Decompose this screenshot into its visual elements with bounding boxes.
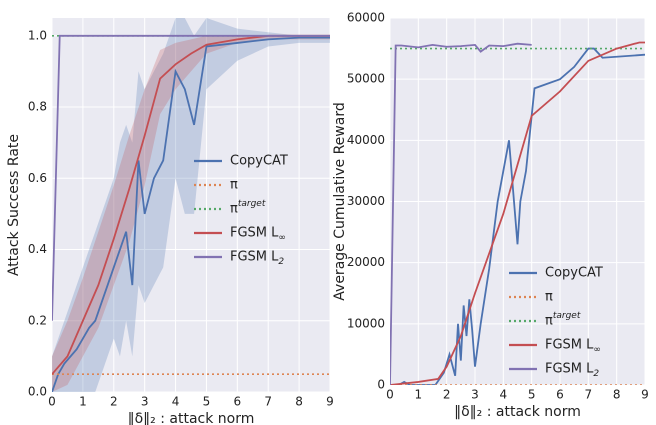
y-tick-label: 10000 bbox=[347, 316, 385, 330]
y-tick-label: 0.8 bbox=[28, 100, 47, 114]
legend-label: FGSM L2 bbox=[545, 362, 599, 379]
x-tick-label: 4 bbox=[500, 388, 508, 402]
y-tick-label: 0.0 bbox=[28, 385, 47, 399]
series-line bbox=[390, 41, 645, 385]
x-tick-label: 0 bbox=[48, 395, 56, 409]
series-line bbox=[390, 42, 532, 385]
x-tick-label: 0 bbox=[386, 388, 394, 402]
y-tick-label: 0 bbox=[377, 378, 385, 392]
x-tick-label: 6 bbox=[556, 388, 564, 402]
x-tick-label: 7 bbox=[264, 395, 272, 409]
x-axis-label: ‖δ‖₂ : attack norm bbox=[128, 411, 255, 425]
y-axis-label: Average Cumulative Reward bbox=[332, 102, 348, 300]
legend-label: FGSM L2 bbox=[230, 250, 284, 267]
y-axis-label: Attack Success Rate bbox=[6, 134, 22, 276]
legend-label: FGSM L∞ bbox=[545, 338, 601, 355]
x-tick-label: 8 bbox=[613, 388, 621, 402]
legend-label: CopyCAT bbox=[230, 154, 288, 169]
series-line bbox=[52, 34, 330, 375]
series-line bbox=[52, 36, 330, 392]
x-tick-label: 5 bbox=[528, 388, 536, 402]
y-tick-label: 50000 bbox=[347, 72, 385, 86]
x-tick-label: 8 bbox=[295, 395, 303, 409]
y-tick-label: 0.2 bbox=[28, 313, 47, 327]
legend-label: CopyCAT bbox=[545, 266, 603, 281]
y-tick-label: 60000 bbox=[347, 11, 385, 25]
subplot: 0 1 2 3 4 5 6 7 8 9 0.0 0.2 0.4 0.6 0.8 1.0 ‖δ‖₂ : attac… bbox=[6, 18, 334, 425]
x-tick-label: 3 bbox=[471, 388, 479, 402]
legend-label: π bbox=[230, 178, 238, 193]
plot-marks bbox=[52, 18, 330, 392]
x-tick-label: 2 bbox=[110, 395, 118, 409]
x-tick-label: 1 bbox=[415, 388, 423, 402]
x-tick-label: 2 bbox=[443, 388, 451, 402]
confidence-band bbox=[52, 18, 330, 392]
y-tick-label: 40000 bbox=[347, 133, 385, 147]
x-tick-label: 4 bbox=[172, 395, 180, 409]
y-tick-label: 1.0 bbox=[28, 28, 47, 42]
confidence-band bbox=[52, 35, 330, 392]
series-line bbox=[52, 34, 330, 321]
x-tick-label: 3 bbox=[141, 395, 149, 409]
x-tick-label: 6 bbox=[234, 395, 242, 409]
x-tick-label: 9 bbox=[641, 388, 649, 402]
y-tick-label: 30000 bbox=[347, 194, 385, 208]
x-tick-label: 9 bbox=[326, 395, 334, 409]
plot-marks bbox=[390, 41, 645, 385]
y-tick-label: 0.4 bbox=[28, 242, 47, 256]
x-tick-label: 7 bbox=[585, 388, 593, 402]
legend-label: FGSM L∞ bbox=[230, 226, 286, 243]
y-tick-label: 20000 bbox=[347, 255, 385, 269]
x-axis-label: ‖δ‖₂ : attack norm bbox=[454, 404, 581, 420]
y-tick-label: 0.6 bbox=[28, 171, 47, 185]
x-tick-label: 1 bbox=[79, 395, 87, 409]
subplot: 0 1 2 3 4 5 6 7 8 9 0 10000 20000 30000 40000 50000 6000… bbox=[332, 11, 649, 421]
series-line bbox=[390, 47, 645, 385]
legend-label: π bbox=[545, 290, 553, 305]
plot-background bbox=[52, 18, 330, 392]
x-tick-label: 5 bbox=[203, 395, 211, 409]
